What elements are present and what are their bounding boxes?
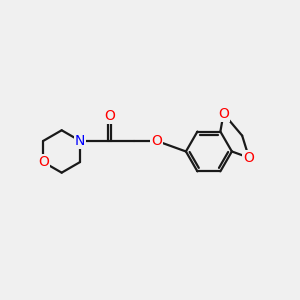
Text: O: O	[218, 106, 229, 121]
Text: O: O	[38, 155, 49, 169]
Text: O: O	[104, 109, 115, 123]
Text: O: O	[151, 134, 162, 148]
Text: N: N	[75, 134, 85, 148]
Text: O: O	[244, 151, 254, 165]
